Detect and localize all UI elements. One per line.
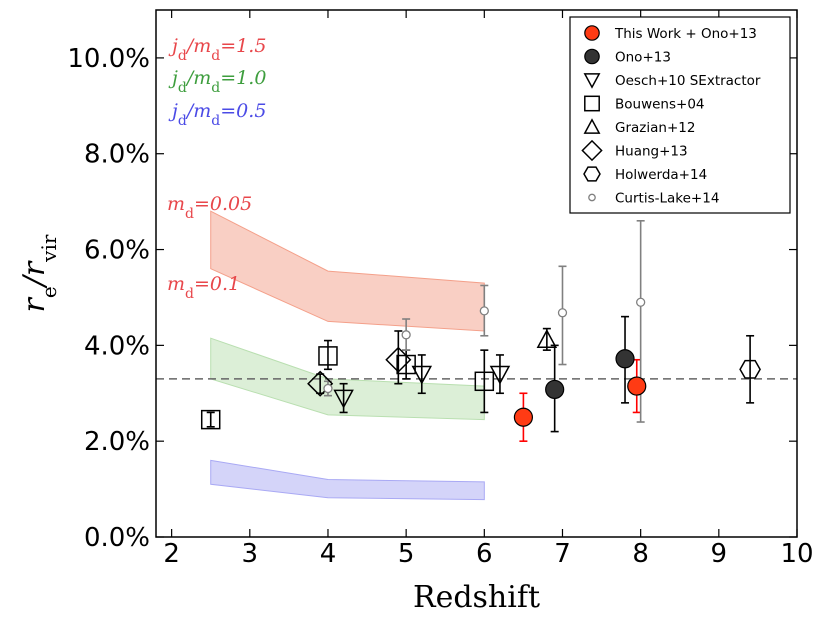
legend-marker-7: [588, 193, 596, 202]
annotation-part: d: [185, 206, 194, 222]
point-oesch-10-sextractor-2: [489, 365, 511, 385]
y-tick-label: 0.0%: [84, 523, 150, 553]
annotation-part: d: [178, 48, 187, 64]
legend-label: Grazian+12: [615, 120, 695, 136]
band-2: [210, 459, 485, 501]
annotation-part: /m: [185, 67, 211, 89]
point-grazian-12-0: [536, 329, 558, 349]
x-tick-label: 8: [632, 539, 649, 569]
legend-box: [569, 16, 791, 214]
legend-label: Curtis-Lake+14: [615, 191, 719, 207]
x-tick-label: 10: [780, 539, 813, 569]
point-curtis-lake-14-4: [636, 297, 646, 307]
legend-marker-0: [584, 25, 600, 41]
plot-border: [155, 9, 798, 538]
plot-frame: [155, 9, 798, 538]
annotation-part: d: [185, 286, 194, 302]
point-huang-13-0: [307, 370, 334, 397]
point-bouwens-04-0: [200, 409, 221, 430]
x-tick-label: 2: [163, 539, 180, 569]
annotation-jd15: jd/md=1.5: [168, 35, 266, 64]
point-ono-13-0: [545, 379, 565, 400]
point-this-work-ono-13-0: [513, 407, 534, 427]
annotation-part: j: [168, 100, 178, 122]
y-axis-title-part: r: [17, 296, 52, 312]
annotation-jd10: jd/md=1.0: [168, 67, 266, 96]
annotation-part: =0.5: [220, 100, 266, 122]
legend-marker-4: [583, 118, 601, 134]
annotation-md01: md=0.1: [167, 273, 240, 302]
annotation-part: /m: [185, 35, 211, 57]
annotation-part: =0.1: [194, 273, 240, 295]
point-curtis-lake-14-2: [479, 306, 489, 316]
y-axis-title-part: e: [37, 286, 61, 298]
legend-label: This Work + Ono+13: [614, 26, 757, 42]
annotation-part: m: [167, 193, 185, 215]
point-oesch-10-sextractor-0: [333, 389, 354, 409]
annotation-part: m: [167, 273, 185, 295]
x-tick-label: 6: [476, 539, 493, 569]
point-this-work-ono-13-1: [627, 376, 647, 396]
legend-marker-3: [584, 95, 600, 112]
x-tick-label: 9: [711, 539, 728, 569]
ticks-layer: 2 3 4 5 6 7 8 9 10 0.0% 2.0% 4.0% 6.0% 8.0% 10.0%: [67, 10, 814, 569]
legend-label: Huang+13: [615, 144, 688, 160]
y-axis-title-part: vir: [37, 234, 61, 263]
annotation-jd05: jd/md=0.5: [168, 100, 266, 129]
y-axis-title: re/rvir: [17, 234, 61, 312]
x-tick-label: 5: [398, 539, 415, 569]
annotation-md005: md=0.05: [167, 193, 252, 222]
legend-marker-6: [583, 166, 601, 182]
point-bouwens-04-1: [318, 346, 338, 366]
x-tick-label: 4: [320, 539, 337, 569]
annotation-part: d: [178, 113, 187, 129]
legend-marker-2: [583, 73, 601, 89]
point-holwerda-14-0: [739, 359, 761, 379]
y-tick-label: 6.0%: [84, 236, 150, 266]
annotation-part: d: [211, 80, 220, 96]
bands-layer: [210, 210, 485, 501]
annotation-part: j: [168, 35, 178, 57]
point-curtis-lake-14-3: [557, 308, 568, 318]
annotation-part: j: [168, 67, 178, 89]
point-curtis-lake-14-1: [401, 330, 411, 340]
annotation-part: d: [211, 48, 220, 64]
y-tick-label: 4.0%: [84, 331, 150, 361]
annotation-part: =1.0: [220, 67, 266, 89]
legend-label: Ono+13: [615, 50, 671, 66]
point-curtis-lake-14-0: [323, 383, 333, 394]
legend: This Work + Ono+13 Ono+13 Oesch+10 SExtrac…: [569, 16, 791, 214]
x-tick-label: 3: [242, 539, 259, 569]
legend-label: Holwerda+14: [615, 167, 707, 183]
legend-marker-5: [581, 139, 603, 162]
point-bouwens-04-3: [474, 371, 495, 392]
legend-marker-1: [584, 48, 600, 65]
point-huang-13-1: [385, 346, 412, 373]
markers-layer: [200, 297, 761, 430]
axis-titles: Redshift re/rvir: [17, 234, 540, 615]
y-tick-label: 2.0%: [84, 427, 150, 457]
band-0: [210, 210, 485, 332]
y-tick-label: 10.0%: [67, 44, 150, 74]
y-tick-label: 8.0%: [84, 140, 150, 170]
annotation-part: d: [178, 80, 187, 96]
x-axis-title: Redshift: [413, 580, 540, 615]
annotation-part: d: [211, 113, 220, 129]
legend-label: Oesch+10 SExtractor: [615, 73, 761, 89]
y-axis-title-part: /r: [17, 260, 52, 289]
annotation-part: /m: [185, 100, 211, 122]
legend-label: Bouwens+04: [615, 97, 705, 113]
point-oesch-10-sextractor-1: [411, 365, 433, 385]
annotation-part: =1.5: [220, 35, 266, 57]
annotation-part: =0.05: [194, 193, 252, 215]
x-tick-label: 7: [554, 539, 571, 569]
point-ono-13-1: [615, 349, 635, 369]
